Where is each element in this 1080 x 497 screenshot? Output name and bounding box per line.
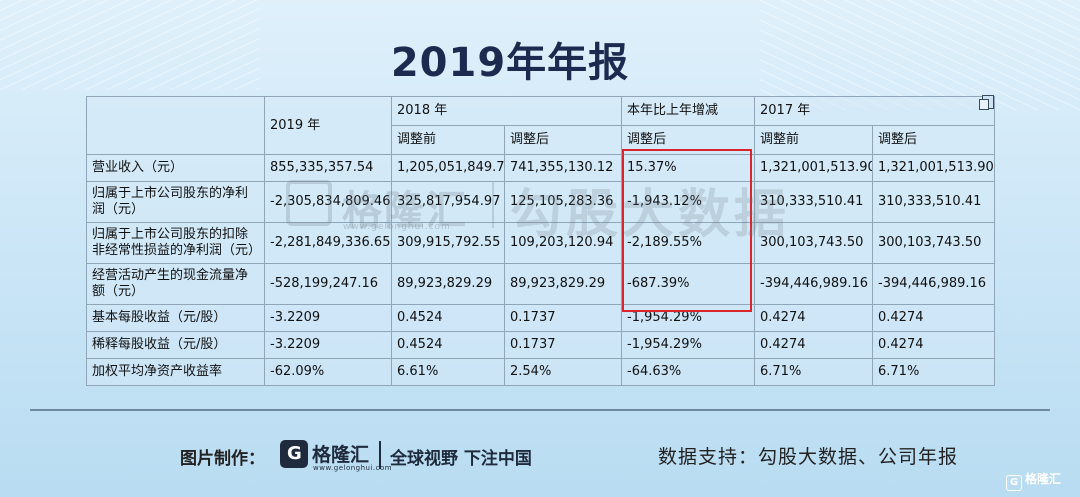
page-title: 2019年年报 bbox=[390, 40, 630, 86]
cell-2019: -3.2209 bbox=[264, 331, 392, 359]
footer-slogan: 全球视野 下注中国 bbox=[390, 449, 532, 469]
watermark-big-text: 勾股大数据 bbox=[510, 185, 791, 245]
row-label: 加权平均净资产收益率 bbox=[86, 358, 265, 386]
cell-2017-before: 0.4274 bbox=[754, 331, 873, 359]
corner-logo-icon: G bbox=[1006, 475, 1022, 491]
table-row: 归属于上市公司股东的净利润（元） -2,305,834,809.46 325,8… bbox=[86, 181, 995, 223]
logo-url: www.gelonghui.com bbox=[313, 464, 393, 472]
subheader-2018-after: 调整后 bbox=[504, 125, 622, 155]
row-label: 基本每股收益（元/股） bbox=[86, 304, 265, 332]
subheader-change-after: 调整后 bbox=[621, 125, 755, 155]
cell-2017-after: 0.4274 bbox=[872, 331, 995, 359]
cell-2019: -2,305,834,809.46 bbox=[264, 181, 392, 223]
cell-2018-after: 2.54% bbox=[504, 358, 622, 386]
cell-2017-before: 0.4274 bbox=[754, 304, 873, 332]
cell-2019: -62.09% bbox=[264, 358, 392, 386]
footer-source: 数据支持：勾股大数据、公司年报 bbox=[658, 446, 959, 468]
cell-2018-after: 89,923,829.29 bbox=[504, 263, 622, 305]
watermark-separator bbox=[492, 182, 494, 228]
cell-change: -64.63% bbox=[621, 358, 755, 386]
cell-2018-before: 0.4524 bbox=[391, 304, 505, 332]
watermark-brand: 格隆汇 bbox=[342, 188, 468, 234]
cell-2017-after: 6.71% bbox=[872, 358, 995, 386]
cell-2018-after: 0.1737 bbox=[504, 331, 622, 359]
copy-icon[interactable] bbox=[979, 95, 994, 110]
table-row: 基本每股收益（元/股） -3.2209 0.4524 0.1737 -1,954… bbox=[86, 304, 995, 332]
row-label: 营业收入（元） bbox=[86, 154, 265, 182]
row-label: 稀释每股收益（元/股） bbox=[86, 331, 265, 359]
cell-2018-after: 0.1737 bbox=[504, 304, 622, 332]
table-subheader-row: 调整前 调整后 调整后 调整前 调整后 bbox=[87, 125, 995, 155]
cell-2019: 855,335,357.54 bbox=[264, 154, 392, 182]
header-change: 本年比上年增减 bbox=[621, 96, 755, 126]
cell-2017-after: 310,333,510.41 bbox=[872, 181, 995, 223]
header-blank-cell bbox=[86, 96, 265, 155]
cell-2019: -528,199,247.16 bbox=[264, 263, 392, 305]
table-row: 稀释每股收益（元/股） -3.2209 0.4524 0.1737 -1,954… bbox=[86, 331, 995, 359]
logo-name: 格隆汇 bbox=[312, 444, 370, 466]
header-2019: 2019 年 bbox=[264, 96, 392, 155]
cell-change: -1,954.29% bbox=[621, 304, 755, 332]
header-2017: 2017 年 bbox=[754, 96, 995, 126]
cell-change: -1,954.29% bbox=[621, 331, 755, 359]
cell-2017-after: 0.4274 bbox=[872, 304, 995, 332]
logo-separator bbox=[379, 441, 381, 469]
table-header-row: 2019 年 2018 年 本年比上年增减 2017 年 bbox=[86, 96, 995, 155]
cell-2018-before: 309,915,792.55 bbox=[391, 222, 505, 264]
cell-2018-after: 125,105,283.36 bbox=[504, 181, 622, 223]
cell-2018-before: 1,205,051,849.73 bbox=[391, 154, 505, 182]
cell-2019: -3.2209 bbox=[264, 304, 392, 332]
cell-2017-after: -394,446,989.16 bbox=[872, 263, 995, 305]
corner-logo: G 格隆汇 bbox=[1006, 470, 1061, 491]
cell-2018-before: 6.61% bbox=[391, 358, 505, 386]
table-row: 归属于上市公司股东的扣除非经常性损益的净利润（元） -2,281,849,336… bbox=[86, 222, 995, 264]
gelonghui-logo-icon bbox=[280, 440, 308, 468]
table-row: 加权平均净资产收益率 -62.09% 6.61% 2.54% -64.63% 6… bbox=[86, 358, 995, 386]
row-label: 归属于上市公司股东的扣除非经常性损益的净利润（元） bbox=[86, 222, 265, 264]
table-row: 营业收入（元） 855,335,357.54 1,205,051,849.73 … bbox=[86, 154, 995, 182]
cell-2017-before: 310,333,510.41 bbox=[754, 181, 873, 223]
cell-2018-after: 741,355,130.12 bbox=[504, 154, 622, 182]
cell-change: -1,943.12% bbox=[621, 181, 755, 223]
cell-2018-before: 0.4524 bbox=[391, 331, 505, 359]
footer-made-by: 图片制作： bbox=[180, 449, 265, 469]
subheader-2017-after: 调整后 bbox=[872, 125, 995, 155]
header-2018: 2018 年 bbox=[391, 96, 622, 126]
watermark-url: www.gelonghui.com bbox=[343, 222, 451, 232]
row-label: 经营活动产生的现金流量净额（元） bbox=[86, 263, 265, 305]
footer-divider bbox=[30, 409, 1050, 411]
corner-logo-text: 格隆汇 bbox=[1025, 472, 1062, 486]
cell-change: -687.39% bbox=[621, 263, 755, 305]
cell-2018-before: 89,923,829.29 bbox=[391, 263, 505, 305]
watermark-logo-icon bbox=[286, 180, 332, 226]
subheader-2017-before: 调整前 bbox=[754, 125, 873, 155]
table-row: 经营活动产生的现金流量净额（元） -528,199,247.16 89,923,… bbox=[86, 263, 995, 305]
cell-2017-after: 1,321,001,513.90 bbox=[872, 154, 995, 182]
cell-change: -2,189.55% bbox=[621, 222, 755, 264]
cell-2017-before: -394,446,989.16 bbox=[754, 263, 873, 305]
subheader-2018-before: 调整前 bbox=[391, 125, 505, 155]
cell-2017-after: 300,103,743.50 bbox=[872, 222, 995, 264]
cell-2018-after: 109,203,120.94 bbox=[504, 222, 622, 264]
row-label: 归属于上市公司股东的净利润（元） bbox=[86, 181, 265, 223]
financial-summary-table: 2019 年 2018 年 本年比上年增减 2017 年 调整前 调整后 调整后… bbox=[86, 96, 995, 386]
cell-2017-before: 6.71% bbox=[754, 358, 873, 386]
